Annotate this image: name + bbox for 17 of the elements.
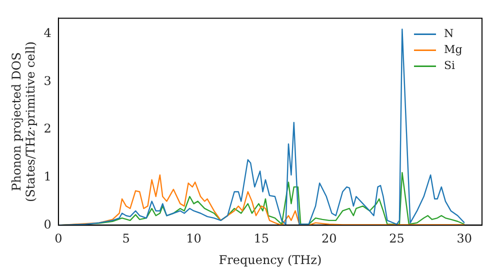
legend-label: Mg [444,43,462,56]
legend-label: N [444,27,454,40]
y-tick-label: 4 [44,26,52,40]
y-tick-label: 2 [44,122,52,136]
x-tick-label: 5 [122,232,130,246]
x-tick-label: 10 [186,232,202,246]
x-tick-label: 25 [389,232,404,246]
legend-label: Si [444,59,456,72]
x-axis-title: Frequency (THz) [218,252,322,267]
x-tick-label: 20 [321,232,337,246]
x-tick-label: 15 [254,232,270,246]
y-axis-title: Phonon projected DOS (States/THz·primitive cell) [9,41,38,202]
x-tick-label: 30 [456,232,472,246]
x-tick-label: 0 [54,232,62,246]
y-tick-label: 1 [44,170,52,184]
y-tick-label: 3 [44,74,52,88]
y-tick-label: 0 [44,217,52,232]
